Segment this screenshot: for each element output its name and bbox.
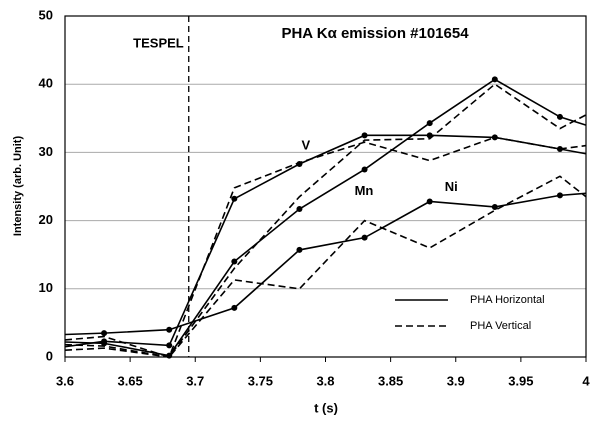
y-tick-label: 20 [39,212,53,227]
data-point [166,342,173,349]
line-label: Ni [445,179,458,194]
data-point [361,132,368,139]
data-line [64,134,587,348]
data-point [361,234,368,241]
x-tick-label: 4 [582,373,590,388]
data-line [64,78,587,357]
data-point [426,198,433,205]
data-point [231,258,238,265]
y-tick-label: 0 [46,348,53,363]
data-line [64,136,587,358]
legend-label: PHA Vertical [470,320,531,332]
x-tick-label: 3.6 [56,373,74,388]
x-tick-label: 3.75 [248,373,273,388]
data-point [101,330,108,337]
y-tick-label: 40 [39,76,53,91]
data-point [231,304,238,311]
data-point [556,192,563,199]
data-line [64,192,587,336]
data-point [166,326,173,333]
data-point [491,76,498,83]
tespel-label: TESPEL [133,35,184,50]
x-tick-label: 3.95 [508,373,533,388]
data-point [491,203,498,210]
y-tick-label: 30 [39,144,53,159]
y-axis-label: Intensity (arb. Unit) [12,136,24,237]
line-label: V [301,137,310,152]
legend-label: PHA Horizontal [470,294,545,306]
data-line [64,175,587,358]
data-line [64,83,587,358]
x-axis-label: t (s) [314,400,338,415]
y-tick-label: 10 [39,280,53,295]
data-point [231,195,238,202]
data-point [361,166,368,173]
x-tick-label: 3.8 [316,373,334,388]
x-tick-label: 3.65 [117,373,142,388]
x-tick-label: 3.9 [447,373,465,388]
data-point [296,246,303,253]
y-tick-label: 50 [39,7,53,22]
data-point [556,113,563,120]
x-tick-label: 3.85 [378,373,403,388]
plot-frame [64,15,587,358]
x-tick-label: 3.7 [186,373,204,388]
data-point [101,340,108,347]
line-label: Mn [355,183,374,198]
data-point [296,206,303,213]
chart-title: PHA Kα emission #101654 [281,25,469,42]
data-point [426,120,433,127]
